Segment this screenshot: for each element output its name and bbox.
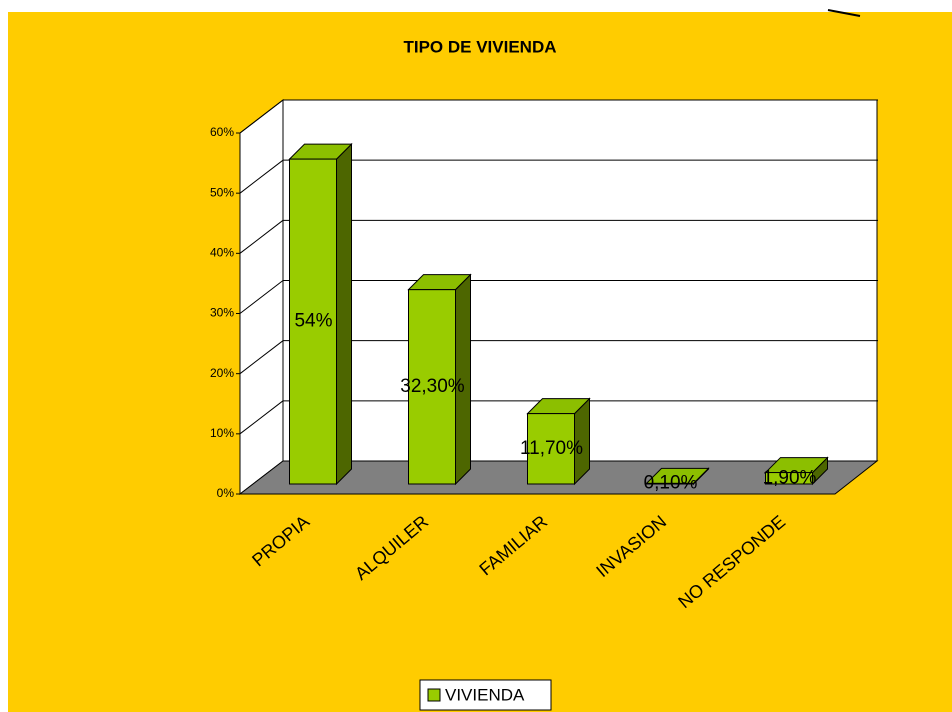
y-tick-label: 30%: [210, 306, 234, 320]
grid-line: [239, 219, 284, 254]
y-tick-label: 50%: [210, 185, 234, 199]
grid-line: [239, 99, 284, 134]
bar-side: [336, 142, 352, 486]
chart-title: TIPO DE VIVIENDA: [403, 37, 556, 56]
y-tick-label: 40%: [210, 246, 234, 260]
grid-line: [239, 340, 284, 375]
grid-line: [239, 400, 284, 435]
decoration: [827, 9, 861, 17]
legend-box: [419, 679, 552, 711]
y-tick-label: 0%: [217, 486, 235, 500]
bar: [408, 289, 456, 485]
grid-line: [239, 159, 284, 194]
y-tick-label: 60%: [210, 125, 234, 139]
y-tick-label: 10%: [210, 426, 234, 440]
value-label: 54%: [294, 311, 332, 332]
bar: [527, 413, 575, 485]
value-label: 11,70%: [520, 438, 583, 459]
value-label: 1,90%: [763, 467, 817, 488]
legend: VIVIENDA: [419, 679, 552, 711]
value-label: 32,30%: [400, 376, 465, 397]
bar: [289, 158, 337, 485]
value-label: 0,10%: [644, 473, 698, 494]
grid-line: [239, 280, 284, 314]
bar: [765, 472, 813, 485]
legend-swatch: [427, 688, 441, 702]
legend-label: VIVIENDA: [445, 685, 525, 704]
bar: [646, 482, 694, 485]
y-tick-label: 20%: [210, 366, 234, 380]
